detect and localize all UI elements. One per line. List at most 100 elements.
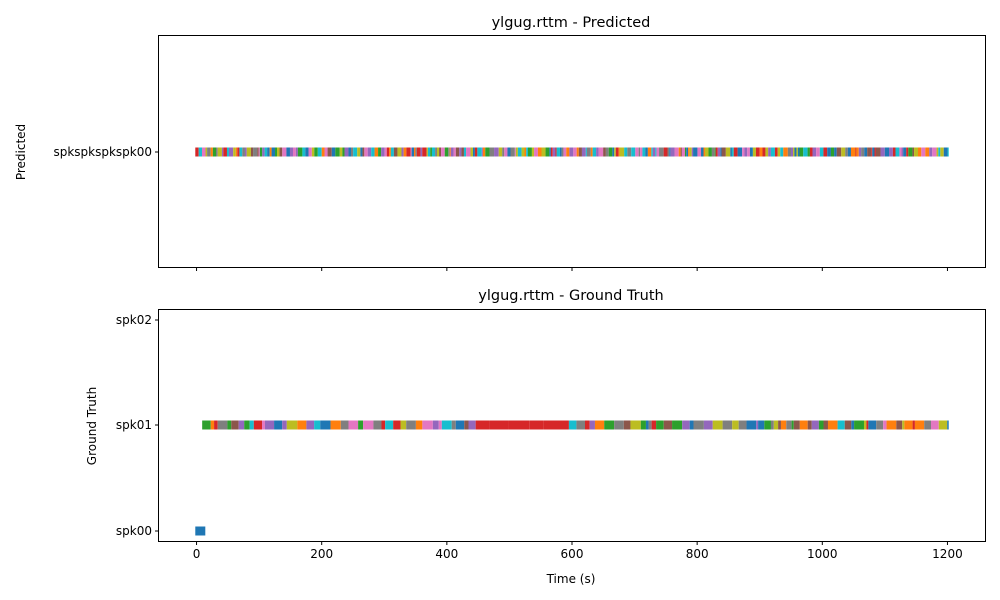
speech-segment bbox=[250, 147, 254, 157]
speech-segment bbox=[863, 420, 867, 430]
speech-segment bbox=[778, 420, 781, 430]
speech-segment bbox=[389, 147, 391, 157]
speech-segment bbox=[752, 147, 756, 157]
speech-segment bbox=[730, 147, 732, 157]
speech-segment bbox=[680, 147, 682, 157]
speech-segment bbox=[482, 147, 486, 157]
speech-segment bbox=[357, 147, 361, 157]
speech-segment bbox=[663, 147, 668, 157]
speech-segment bbox=[793, 147, 795, 157]
speech-segment bbox=[262, 420, 265, 430]
speech-segment bbox=[561, 147, 564, 157]
speech-segment bbox=[755, 147, 760, 157]
speech-segment bbox=[264, 147, 268, 157]
speech-segment bbox=[845, 147, 848, 157]
speech-segment bbox=[378, 147, 382, 157]
speech-segment bbox=[494, 147, 499, 157]
speech-segment bbox=[861, 147, 865, 157]
speech-segment bbox=[205, 147, 208, 157]
speech-segment bbox=[526, 147, 528, 157]
speech-segment bbox=[289, 147, 293, 157]
predicted-axes-frame bbox=[158, 35, 986, 268]
speech-segment bbox=[427, 147, 431, 157]
speech-segment bbox=[541, 147, 546, 157]
speech-segment bbox=[598, 147, 604, 157]
speech-segment bbox=[701, 147, 704, 157]
speech-segment bbox=[340, 420, 349, 430]
speech-segment bbox=[464, 420, 469, 430]
speech-segment bbox=[470, 147, 473, 157]
speech-segment bbox=[267, 147, 270, 157]
speech-segment bbox=[195, 526, 206, 536]
speech-segment bbox=[931, 420, 939, 430]
speech-segment bbox=[908, 147, 913, 157]
speech-segment bbox=[725, 147, 731, 157]
speech-segment bbox=[327, 147, 332, 157]
speech-segment bbox=[827, 420, 838, 430]
speech-segment bbox=[823, 420, 828, 430]
speech-segment bbox=[921, 147, 926, 157]
speech-segment bbox=[874, 147, 876, 157]
speech-segment bbox=[415, 420, 423, 430]
speech-segment bbox=[581, 147, 586, 157]
speech-segment bbox=[943, 147, 948, 157]
speech-segment bbox=[689, 147, 692, 157]
speech-segment bbox=[217, 147, 222, 157]
speech-segment bbox=[302, 147, 306, 157]
speech-segment bbox=[543, 420, 569, 430]
speech-segment bbox=[791, 147, 794, 157]
speech-segment bbox=[348, 420, 359, 430]
speech-segment bbox=[594, 420, 605, 430]
speech-segment bbox=[867, 147, 872, 157]
speech-segment bbox=[504, 147, 508, 157]
ground-truth-y-ticks: spk00 spk01 spk02 bbox=[116, 313, 159, 538]
speech-segment bbox=[678, 147, 681, 157]
speech-segment bbox=[262, 147, 265, 157]
speech-segment bbox=[393, 420, 401, 430]
speech-segment bbox=[697, 147, 702, 157]
speech-segment bbox=[371, 147, 375, 157]
speech-segment bbox=[556, 147, 560, 157]
speech-segment bbox=[663, 420, 673, 430]
speech-segment bbox=[742, 147, 745, 157]
speech-segment bbox=[749, 147, 753, 157]
speech-segment bbox=[904, 420, 913, 430]
speech-segment bbox=[214, 420, 218, 430]
speech-segment bbox=[521, 147, 525, 157]
speech-segment bbox=[871, 147, 873, 157]
speech-segment bbox=[670, 147, 675, 157]
speech-segment bbox=[202, 147, 206, 157]
speech-segment bbox=[640, 147, 643, 157]
speech-segment bbox=[786, 420, 792, 430]
speech-segment bbox=[475, 420, 490, 430]
speech-segment bbox=[344, 147, 349, 157]
speech-segment bbox=[780, 420, 787, 430]
speech-segment bbox=[940, 147, 944, 157]
speech-segment bbox=[385, 420, 394, 430]
speech-segment bbox=[938, 147, 941, 157]
speech-segment bbox=[708, 147, 712, 157]
speech-segment bbox=[746, 420, 757, 430]
speech-segment bbox=[269, 147, 272, 157]
speech-segment bbox=[712, 420, 723, 430]
speech-segment bbox=[406, 147, 411, 157]
speech-segment bbox=[780, 147, 784, 157]
speech-segment bbox=[645, 420, 649, 430]
speech-segment bbox=[401, 147, 404, 157]
speech-segment bbox=[783, 147, 788, 157]
predicted-y-ticks: spkspkspkspk00 bbox=[53, 145, 159, 159]
speech-segment bbox=[339, 147, 343, 157]
speech-segment bbox=[438, 420, 442, 430]
speech-segment bbox=[431, 147, 436, 157]
speech-segment bbox=[381, 420, 386, 430]
speech-segment bbox=[590, 147, 593, 157]
speech-segment bbox=[441, 420, 452, 430]
speech-segment bbox=[656, 147, 660, 157]
speech-segment bbox=[297, 147, 303, 157]
speech-segment bbox=[614, 420, 624, 430]
speech-segment bbox=[693, 147, 698, 157]
speech-segment bbox=[747, 147, 750, 157]
speech-segment bbox=[335, 147, 340, 157]
speech-segment bbox=[455, 147, 460, 157]
